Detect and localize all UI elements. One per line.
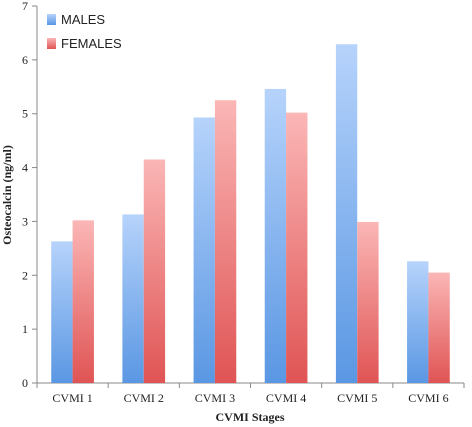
- x-tick-label: CVMI 5: [337, 391, 377, 405]
- y-tick-label: 6: [22, 53, 28, 67]
- x-tick-label: CVMI 1: [52, 391, 92, 405]
- x-ticks: CVMI 1 CVMI 2 CVMI 3 CVMI 4 CVMI 5 CVMI 6: [36, 383, 465, 405]
- bar-males-cvmi-2: [122, 214, 144, 383]
- bar-females-cvmi-2: [143, 159, 166, 383]
- x-tick-label: CVMI 6: [408, 391, 448, 405]
- bar-females-cvmi-5: [357, 221, 379, 383]
- bar-females-cvmi-3: [214, 100, 237, 383]
- bar-males-cvmi-3: [193, 117, 215, 383]
- y-tick-label: 2: [22, 268, 28, 282]
- legend-swatch: [47, 38, 56, 49]
- y-tick-label: 1: [22, 322, 28, 336]
- bar-males-cvmi-1: [51, 241, 73, 383]
- y-tick-label: 5: [22, 107, 28, 121]
- y-tick-label: 0: [22, 376, 28, 390]
- x-tick-label: CVMI 4: [266, 391, 306, 405]
- bar-males-cvmi-4: [264, 88, 287, 383]
- bar-males-cvmi-6: [407, 261, 429, 383]
- legend-label: MALES: [61, 12, 105, 27]
- y-ticks: 0 1 2 3 4 5 6 7: [22, 0, 37, 390]
- y-tick-label: 4: [22, 161, 28, 175]
- bar-females-cvmi-6: [428, 272, 450, 383]
- y-tick-label: 3: [22, 214, 28, 228]
- legend-label: FEMALES: [61, 36, 122, 51]
- bar-males-cvmi-5: [335, 44, 358, 383]
- bar-females-cvmi-1: [72, 220, 94, 383]
- legend-swatch: [47, 14, 56, 25]
- y-tick-label: 7: [22, 0, 28, 13]
- x-tick-label: CVMI 2: [124, 391, 164, 405]
- bars: [51, 44, 450, 383]
- x-axis-title: CVMI Stages: [216, 410, 285, 424]
- legend: MALES FEMALES: [47, 12, 122, 51]
- y-axis-title: Osteocalcin (ng/ml): [0, 145, 14, 245]
- bar-females-cvmi-4: [286, 112, 308, 383]
- x-tick-label: CVMI 3: [195, 391, 235, 405]
